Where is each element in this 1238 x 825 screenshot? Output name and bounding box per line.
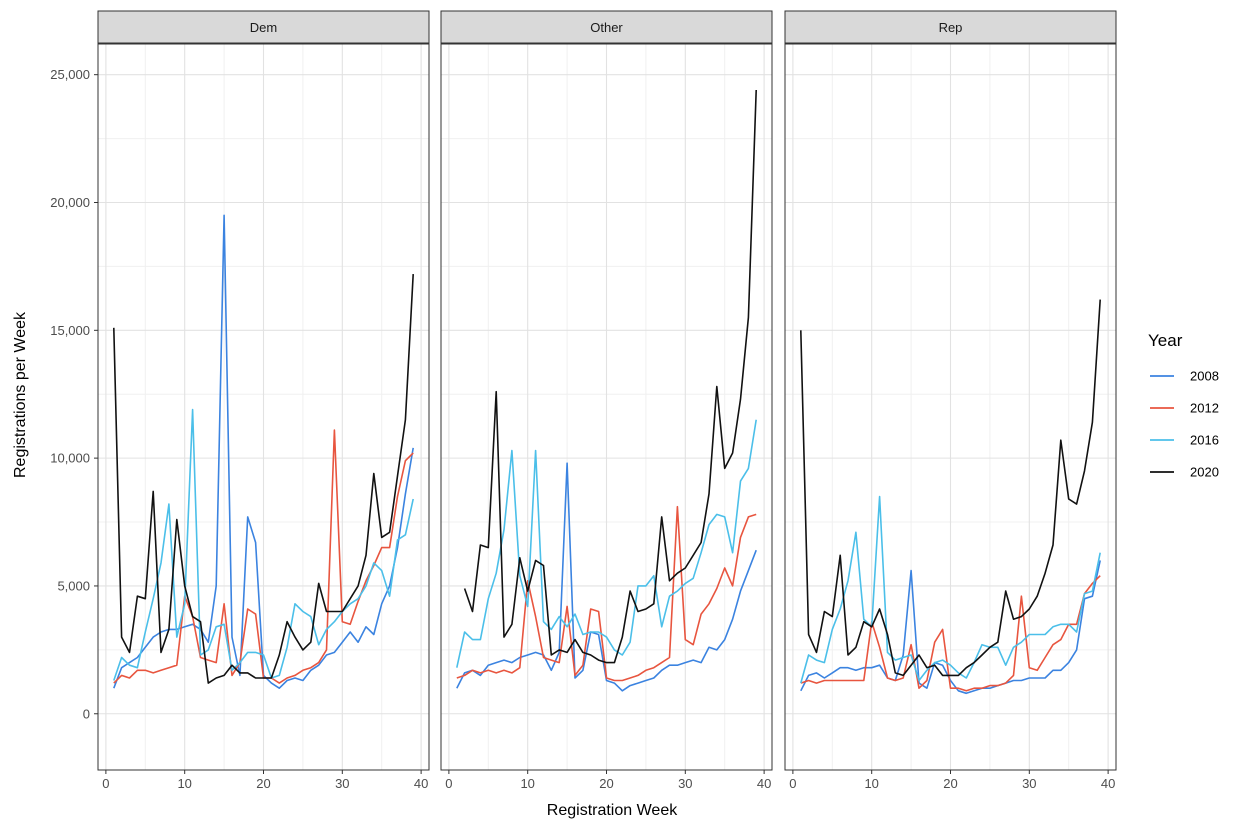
series-line-dem-2016 <box>113 408 414 681</box>
series-lines <box>113 214 414 690</box>
y-axis: 0 5,000 10,000 15,000 20,000 25,000 <box>50 67 98 721</box>
panel-rep: Rep <box>784 10 1117 771</box>
x-tick-label: 20 <box>943 776 957 791</box>
facet-strip <box>440 10 773 44</box>
facet-strip-label: Rep <box>939 20 963 35</box>
y-tick-label: 5,000 <box>57 578 90 593</box>
x-tick-label: 20 <box>599 776 613 791</box>
chart-panels: Dem Other Rep <box>97 10 1117 771</box>
x-tick-label: 40 <box>1101 776 1115 791</box>
grid-lines <box>98 44 429 770</box>
x-tick-label: 40 <box>414 776 428 791</box>
series-line-rep-2008 <box>800 560 1101 695</box>
y-tick-label: 15,000 <box>50 323 90 338</box>
y-axis-title: Registrations per Week <box>12 311 29 478</box>
series-line-other-2008 <box>456 462 757 692</box>
x-axis: 0 10 20 30 40 0 10 20 30 40 0 10 20 30 40 <box>102 770 1115 791</box>
panel-dem: Dem <box>97 10 430 771</box>
facet-strip-label: Dem <box>250 20 277 35</box>
legend-title: Year <box>1148 331 1183 350</box>
x-axis-title: Registration Week <box>547 802 678 819</box>
series-line-rep-2012 <box>800 575 1101 692</box>
x-tick-label: 10 <box>864 776 878 791</box>
legend: Year 2008 2012 2016 2020 <box>1148 331 1219 480</box>
x-tick-label: 0 <box>789 776 796 791</box>
y-tick-label: 0 <box>83 706 90 721</box>
panel-other: Other <box>440 10 773 771</box>
facet-strip <box>97 10 430 44</box>
x-tick-label: 10 <box>520 776 534 791</box>
y-tick-label: 10,000 <box>50 451 90 466</box>
grid-lines <box>441 44 772 770</box>
legend-label-2020: 2020 <box>1190 465 1219 480</box>
x-tick-label: 0 <box>445 776 452 791</box>
x-tick-label: 0 <box>102 776 109 791</box>
series-lines <box>800 299 1101 695</box>
x-tick-label: 30 <box>1022 776 1036 791</box>
legend-label-2012: 2012 <box>1190 401 1219 416</box>
facet-strip <box>784 10 1117 44</box>
y-tick-label: 25,000 <box>50 67 90 82</box>
series-line-rep-2016 <box>800 495 1101 684</box>
series-lines <box>456 89 757 692</box>
series-line-rep-2020 <box>800 299 1101 677</box>
x-tick-label: 20 <box>256 776 270 791</box>
series-line-other-2012 <box>456 505 757 682</box>
x-tick-label: 40 <box>757 776 771 791</box>
series-line-other-2020 <box>463 89 757 664</box>
facet-strip-label: Other <box>590 20 623 35</box>
x-tick-label: 30 <box>335 776 349 791</box>
series-line-other-2016 <box>456 419 757 668</box>
x-tick-label: 10 <box>177 776 191 791</box>
legend-label-2008: 2008 <box>1190 369 1219 384</box>
legend-label-2016: 2016 <box>1190 433 1219 448</box>
series-line-dem-2020 <box>113 274 414 684</box>
y-tick-label: 20,000 <box>50 195 90 210</box>
x-tick-label: 30 <box>678 776 692 791</box>
